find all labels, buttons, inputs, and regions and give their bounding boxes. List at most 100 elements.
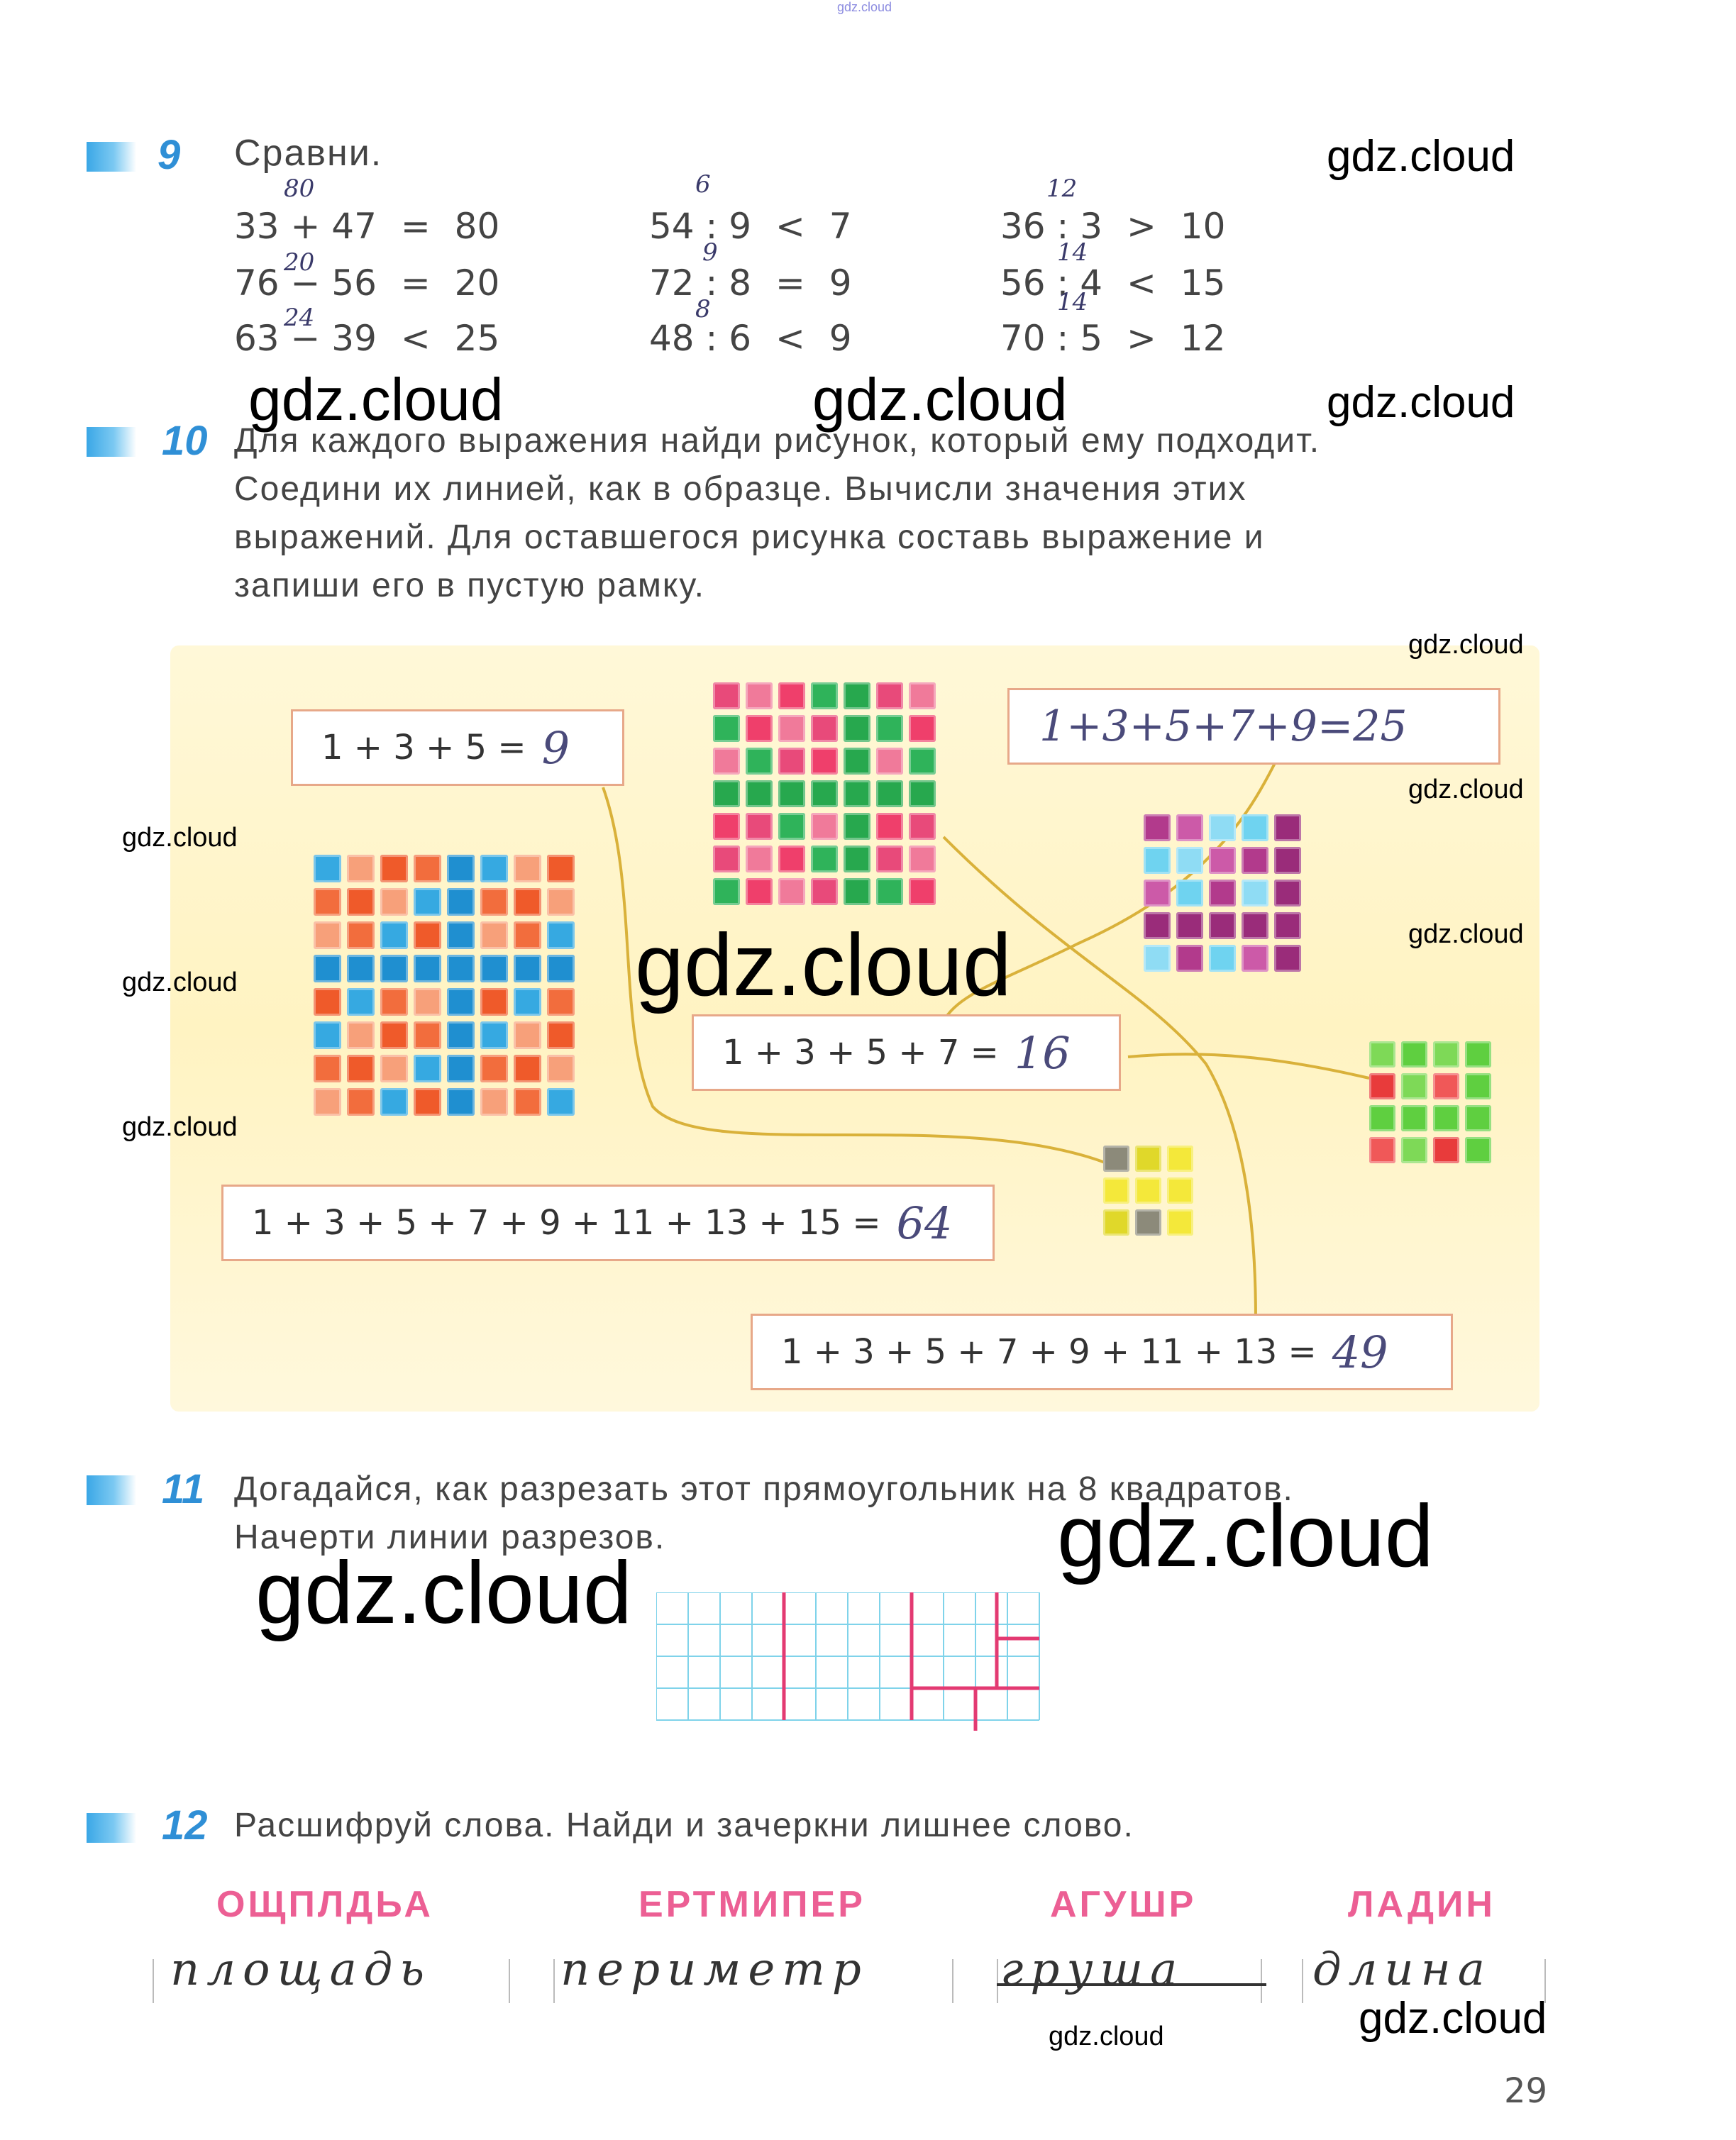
- answer-cells: [997, 1959, 1262, 2003]
- colored-square: [347, 1055, 375, 1082]
- colored-square: [480, 1055, 508, 1082]
- task-line: Соедини их линией, как в образце. Вычисл…: [234, 470, 1247, 508]
- colored-square: [1176, 945, 1203, 972]
- comparison-expr: 54 : 9: [649, 206, 752, 247]
- task-number: 11: [162, 1466, 205, 1512]
- colored-square: [909, 780, 936, 807]
- square-picture-4x4: [1369, 1041, 1491, 1163]
- colored-square: [909, 682, 936, 709]
- colored-square: [909, 878, 936, 905]
- colored-square: [746, 715, 773, 742]
- expression-answer: 1+3+5+7+9=25: [1039, 702, 1408, 751]
- colored-square: [1465, 1105, 1491, 1131]
- colored-square: [1167, 1177, 1193, 1204]
- task-line: выражений. Для оставшегося рисунка соста…: [234, 519, 1265, 556]
- colored-square: [909, 813, 936, 840]
- colored-square: [1209, 912, 1236, 939]
- handwritten-note: 14: [1057, 288, 1088, 316]
- comparison-rhs: 7: [829, 206, 852, 247]
- colored-square: [1242, 912, 1268, 939]
- task-number: 12: [162, 1802, 208, 1848]
- expression-box: 1 + 3 + 5 = 9: [291, 709, 624, 786]
- comparison-expr: 72 : 8: [649, 262, 752, 304]
- watermark: gdz.cloud: [122, 968, 238, 997]
- expression-text: 1 + 3 + 5 =: [321, 728, 526, 767]
- colored-square: [547, 1088, 575, 1116]
- expression-text: 1 + 3 + 5 + 7 =: [722, 1033, 999, 1072]
- colored-square: [1176, 847, 1203, 874]
- colored-square: [778, 846, 805, 872]
- comparison-rhs: 9: [829, 318, 852, 359]
- task-marker-icon: [87, 1813, 136, 1843]
- colored-square: [414, 1021, 441, 1049]
- handwritten-answer: длина: [1312, 1944, 1492, 1996]
- watermark: gdz.cloud: [1359, 1994, 1547, 2043]
- square-picture-8x8: [314, 855, 575, 1116]
- colored-square: [314, 888, 341, 916]
- handwritten-note: 12: [1046, 174, 1078, 203]
- colored-square: [811, 748, 838, 775]
- task-line: Для каждого выражения найди рисунок, кот…: [234, 422, 1321, 460]
- colored-square: [314, 1021, 341, 1049]
- watermark: gdz.cloud: [1408, 630, 1524, 660]
- watermark: gdz.cloud: [635, 916, 1012, 1014]
- colored-square: [347, 921, 375, 949]
- comparison-sign: =: [400, 206, 431, 247]
- colored-square: [414, 921, 441, 949]
- colored-square: [480, 921, 508, 949]
- colored-square: [380, 921, 408, 949]
- colored-square: [1103, 1177, 1129, 1204]
- comparison-rhs: 80: [454, 206, 500, 247]
- colored-square: [876, 780, 903, 807]
- handwritten-note: 20: [284, 248, 315, 277]
- colored-square: [713, 878, 740, 905]
- answer-cells: [553, 1959, 953, 2003]
- comparison-rhs: 9: [829, 262, 852, 304]
- expression-box-blank[interactable]: 1+3+5+7+9=25: [1007, 688, 1500, 765]
- colored-square: [547, 1021, 575, 1049]
- colored-square: [447, 988, 475, 1016]
- colored-square: [447, 1088, 475, 1116]
- colored-square: [547, 921, 575, 949]
- watermark: gdz.cloud: [1327, 378, 1515, 427]
- colored-square: [480, 888, 508, 916]
- colored-square: [1433, 1105, 1459, 1131]
- watermark: gdz.cloud: [1049, 2022, 1164, 2051]
- colored-square: [844, 813, 870, 840]
- colored-square: [1465, 1041, 1491, 1068]
- colored-square: [876, 715, 903, 742]
- comparison-expr: 76 − 56: [234, 262, 377, 304]
- watermark: gdz.cloud: [1327, 132, 1515, 181]
- colored-square: [1135, 1177, 1161, 1204]
- colored-square: [1144, 847, 1171, 874]
- colored-square: [778, 682, 805, 709]
- colored-square: [347, 988, 375, 1016]
- colored-square: [547, 855, 575, 882]
- colored-square: [414, 988, 441, 1016]
- colored-square: [1401, 1105, 1427, 1131]
- colored-square: [876, 878, 903, 905]
- colored-square: [447, 921, 475, 949]
- comparison-sign: =: [400, 262, 431, 304]
- handwritten-note: 6: [695, 170, 711, 199]
- colored-square: [1242, 880, 1268, 907]
- colored-square: [447, 1055, 475, 1082]
- colored-square: [876, 682, 903, 709]
- colored-square: [514, 1021, 541, 1049]
- colored-square: [1135, 1146, 1161, 1172]
- task-line: Догадайся, как разрезать этот прямоуголь…: [234, 1470, 1294, 1508]
- colored-square: [778, 715, 805, 742]
- handwritten-answer: периметр: [560, 1944, 868, 1996]
- colored-square: [1401, 1137, 1427, 1163]
- comparison-expr: 36 : 3: [1000, 206, 1103, 247]
- comparison-row: 48 : 6 < 9: [649, 318, 852, 359]
- colored-square: [909, 846, 936, 872]
- colored-square: [480, 1088, 508, 1116]
- comparison-sign: <: [775, 318, 805, 359]
- colored-square: [713, 813, 740, 840]
- colored-square: [713, 780, 740, 807]
- colored-square: [347, 1088, 375, 1116]
- colored-square: [547, 988, 575, 1016]
- colored-square: [447, 955, 475, 982]
- comparison-expr: 33 + 47: [234, 206, 377, 247]
